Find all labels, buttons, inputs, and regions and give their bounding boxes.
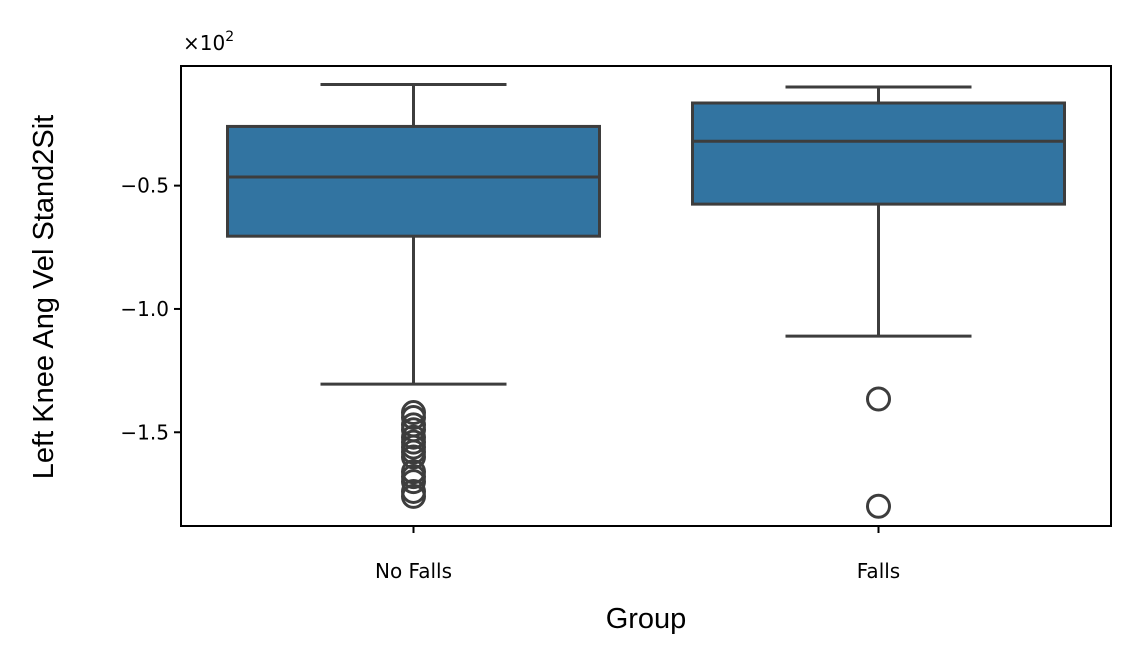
outlier-point <box>401 404 426 430</box>
outlier-point <box>401 483 426 509</box>
y-offset-exponent: 2 <box>225 29 234 45</box>
iqr-box <box>691 101 1066 206</box>
outlier-point <box>401 469 426 495</box>
box-group-no-falls <box>226 82 601 509</box>
outlier-point <box>866 386 891 412</box>
y-tick-label: −1.0 <box>120 297 169 321</box>
x-tick-label: No Falls <box>375 559 452 583</box>
y-tick-label: −0.5 <box>120 174 169 198</box>
y-offset-text: ×102 <box>183 29 234 55</box>
iqr-box <box>226 124 601 238</box>
x-tick-label: Falls <box>857 559 900 583</box>
x-axis-label: Group <box>606 603 687 635</box>
outlier-point <box>866 493 891 519</box>
plot-layer <box>226 82 1066 519</box>
axes-layer: No Falls Falls −0.5 −1.0 −1.5 <box>120 174 900 583</box>
plot-frame <box>180 65 1112 527</box>
y-axis-label: Left Knee Ang Vel Stand2Sit <box>28 115 60 479</box>
y-tick-label: −1.5 <box>120 420 169 444</box>
box-group-falls <box>691 85 1066 519</box>
outlier-point <box>401 444 426 470</box>
